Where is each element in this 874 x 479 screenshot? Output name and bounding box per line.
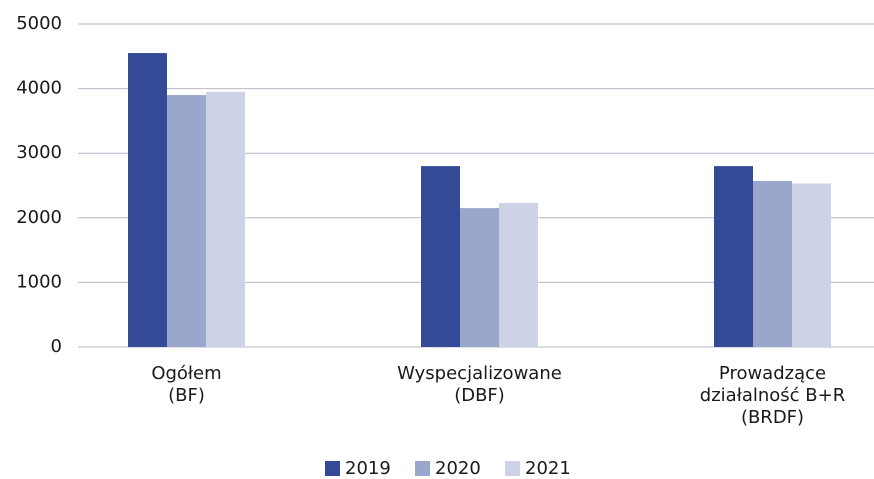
y-tick-label: 1000 <box>16 271 62 292</box>
bar <box>499 202 538 347</box>
legend-swatch <box>505 461 520 476</box>
y-tick-label: 2000 <box>16 207 62 228</box>
legend-label: 2021 <box>525 458 571 479</box>
y-tick-label: 0 <box>51 336 62 357</box>
x-tick-label: Ogółem (BF) <box>151 363 221 406</box>
bar <box>421 166 460 347</box>
y-tick-label: 5000 <box>16 13 62 34</box>
x-tick-label: Wyspecjalizowane (DBF) <box>397 363 562 406</box>
legend-swatch <box>325 461 340 476</box>
bar <box>753 180 792 347</box>
bar <box>460 208 499 347</box>
y-tick-label: 3000 <box>16 142 62 163</box>
legend-label: 2020 <box>435 458 481 479</box>
legend-label: 2019 <box>345 458 391 479</box>
legend-swatch <box>415 461 430 476</box>
bar <box>128 53 167 347</box>
bar <box>167 95 206 347</box>
bar <box>206 91 245 347</box>
bar <box>714 166 753 347</box>
y-tick-label: 4000 <box>16 78 62 99</box>
x-tick-label: Prowadzące działalność B+R (BRDF) <box>700 363 845 428</box>
bar <box>792 183 831 347</box>
